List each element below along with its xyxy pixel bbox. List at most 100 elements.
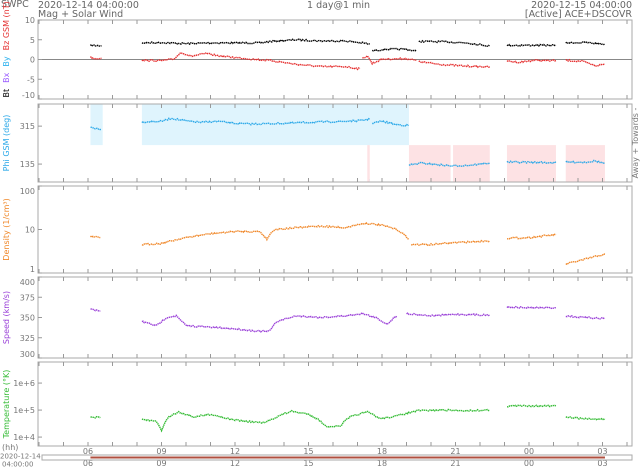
panel-frame bbox=[37, 185, 633, 274]
y-label-part: Bz GSM (nT) bbox=[2, 1, 11, 50]
slider-date: 2020-12-14 bbox=[0, 453, 41, 461]
series-phi bbox=[565, 159, 606, 165]
resolution-label[interactable]: 1 day@1 min bbox=[307, 0, 371, 11]
slider-tick-label: 06 bbox=[83, 459, 93, 467]
y-tick-label: 350 bbox=[20, 314, 35, 323]
series-phi bbox=[408, 161, 491, 168]
slider-tick-label: 21 bbox=[450, 459, 460, 467]
series-bt bbox=[418, 39, 491, 48]
panel-frame bbox=[37, 103, 633, 183]
slider-time: 04:00:00 bbox=[2, 461, 33, 467]
x-tick-label: 12 bbox=[230, 447, 240, 456]
away-region bbox=[453, 145, 490, 182]
series-phi bbox=[141, 117, 371, 126]
y-tick-label: 10 bbox=[25, 226, 35, 235]
y-label-part: By bbox=[2, 56, 11, 66]
series-speed bbox=[565, 314, 606, 320]
y-axis-label: Speed (km/s) bbox=[2, 291, 11, 344]
series-density bbox=[507, 233, 557, 240]
away-region bbox=[565, 145, 605, 182]
slider-tick-label: 15 bbox=[303, 459, 313, 467]
panel-density: 100 10 1 Density (1/cm³) bbox=[2, 185, 633, 274]
series-bz bbox=[565, 58, 606, 67]
slider-tick-label: 18 bbox=[377, 459, 387, 467]
y-tick-label: 1e+6 bbox=[13, 379, 35, 388]
y-tick-label: 0 bbox=[30, 56, 35, 65]
x-tick-label: 03 bbox=[597, 447, 607, 456]
series-bz bbox=[362, 54, 417, 66]
panel-phi: 315 135 Phi GSM (deg) Away + Towards - bbox=[2, 103, 640, 183]
x-tick-label: 21 bbox=[450, 447, 460, 456]
y-label-part: Bx bbox=[2, 72, 11, 82]
series-bz bbox=[89, 56, 102, 60]
x-tick-label: 00 bbox=[524, 447, 534, 456]
towards-region bbox=[141, 104, 409, 146]
slider-tick-label: 03 bbox=[597, 459, 607, 467]
series-temperature bbox=[141, 408, 491, 433]
series-speed bbox=[141, 311, 398, 333]
y-axis-label: Phi GSM (deg) bbox=[2, 115, 11, 172]
agency-label: SWPC bbox=[1, 0, 29, 10]
away-region bbox=[506, 145, 556, 182]
y-tick-label: 135 bbox=[20, 160, 35, 169]
series-temperature bbox=[90, 415, 101, 419]
right-axis-label: Away + Towards - bbox=[631, 107, 640, 178]
panel-speed: 400 375 350 325 300 Speed (km/s) bbox=[2, 276, 633, 359]
y-tick-label: 315 bbox=[20, 122, 35, 131]
plot-subtitle: Mag + Solar Wind bbox=[38, 9, 124, 20]
series-bt bbox=[565, 41, 606, 46]
time-slider-range[interactable] bbox=[90, 456, 605, 459]
series-speed bbox=[506, 305, 557, 310]
series-bz bbox=[418, 60, 490, 69]
slider-tick-label: 12 bbox=[230, 459, 240, 467]
panel-frame bbox=[37, 276, 633, 359]
panel-frame bbox=[37, 361, 633, 447]
y-tick-label: 325 bbox=[20, 334, 35, 343]
series-bt bbox=[89, 44, 102, 48]
x-tick-label: 18 bbox=[377, 447, 387, 456]
panel-mag: 10 5 0 -5 -10 Bt Bx By Bz GSM (nT) bbox=[2, 1, 633, 100]
slider-tick-label: 00 bbox=[524, 459, 534, 467]
y-tick-label: 5 bbox=[30, 36, 35, 45]
series-density bbox=[410, 239, 491, 247]
series-bz bbox=[506, 58, 557, 64]
y-tick-label: 375 bbox=[20, 293, 35, 302]
slider-tick-label: 09 bbox=[156, 459, 166, 467]
series-temperature bbox=[565, 416, 606, 421]
series-phi bbox=[506, 160, 557, 165]
y-tick-label: 100 bbox=[20, 187, 35, 196]
series-density bbox=[565, 253, 606, 266]
x-tick-label: 06 bbox=[83, 447, 93, 456]
series-speed bbox=[90, 308, 101, 312]
start-time: 2020-12-14 04:00:00 bbox=[38, 0, 139, 11]
y-tick-label: -5 bbox=[27, 75, 35, 84]
source-label[interactable]: [Active] ACE+DSCOVR bbox=[524, 9, 632, 20]
x-tick-label: 15 bbox=[303, 447, 313, 456]
series-phi bbox=[372, 120, 410, 127]
series-temperature bbox=[507, 404, 557, 408]
series-bt bbox=[141, 38, 371, 46]
y-tick-label: 1e+4 bbox=[13, 433, 35, 442]
y-tick-label: 300 bbox=[20, 350, 35, 359]
series-density bbox=[90, 235, 101, 239]
y-tick-label: -10 bbox=[22, 91, 35, 100]
y-label-part: Bt bbox=[2, 89, 11, 98]
series-speed bbox=[406, 312, 491, 318]
towards-region bbox=[90, 104, 103, 146]
y-tick-label: 1 bbox=[30, 265, 35, 274]
y-axis-label: Temperature (°K) bbox=[2, 370, 11, 440]
x-tick-label: 09 bbox=[156, 447, 166, 456]
y-tick-label: 1e+5 bbox=[13, 406, 35, 415]
y-axis-label: Density (1/cm³) bbox=[2, 198, 11, 260]
series-density bbox=[141, 221, 410, 246]
y-tick-label: 10 bbox=[25, 16, 35, 25]
series-bt bbox=[506, 43, 557, 47]
y-axis-label: Bt Bx By Bz GSM (nT) bbox=[2, 1, 11, 97]
y-tick-label: 400 bbox=[20, 278, 35, 287]
away-region bbox=[367, 145, 370, 182]
x-axis-label: (hh) bbox=[2, 443, 18, 452]
series-phi bbox=[90, 126, 102, 131]
end-time: 2020-12-15 04:00:00 bbox=[531, 0, 632, 11]
